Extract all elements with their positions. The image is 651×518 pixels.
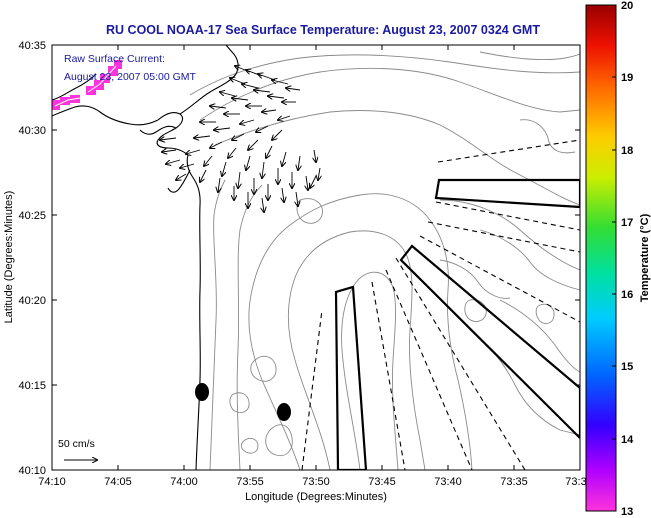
colorbar-tick-label: 15 [621,361,633,373]
map-plot-area [52,45,580,470]
current-annotation-line2: August 23, 2007 05:00 GMT [64,71,197,83]
colorbar-tick-label: 20 [621,0,633,12]
x-tick-labels: 74:10 74:05 74:00 73:55 73:50 73:45 73:4… [38,476,586,488]
y-tick-label: 40:25 [18,210,46,222]
colorbar-tick-label: 16 [621,289,633,301]
x-tick-label: 73:50 [302,476,330,488]
x-axis-ticks [117,45,515,470]
y-tick-label: 40:20 [18,295,46,307]
mooring-marker-east [277,403,291,421]
y-tick-label: 40:35 [18,40,46,52]
mooring-marker-west [195,383,209,401]
colorbar-tick-label: 18 [621,145,633,157]
colorbar-tick-label: 13 [621,506,633,518]
x-tick-label: 73:3 [565,476,586,488]
x-tick-label: 74:10 [38,476,66,488]
colorbar-tick-label: 14 [621,434,634,446]
x-tick-label: 74:05 [104,476,132,488]
surface-current-vectors [160,66,320,212]
figure-title: RU COOL NOAA-17 Sea Surface Temperature:… [106,23,540,37]
temperature-colorbar: 20 19 18 17 16 15 14 13 Temperature (°C) [585,0,651,518]
scale-arrow-label: 50 cm/s [58,438,95,450]
x-tick-label: 73:35 [500,476,528,488]
sampling-boxes [334,178,580,470]
y-tick-labels: 40:35 40:30 40:25 40:20 40:15 40:10 [18,40,46,477]
y-tick-label: 40:15 [18,380,46,392]
x-axis-label: Longitude (Degrees:Minutes) [245,491,387,503]
x-tick-label: 73:40 [434,476,462,488]
colorbar-tick-label: 19 [621,72,633,84]
x-tick-label: 73:55 [236,476,264,488]
colorbar-label: Temperature (°C) [639,213,651,302]
coastline [52,45,239,470]
y-tick-label: 40:10 [18,465,46,477]
x-tick-label: 73:45 [368,476,396,488]
current-annotation-line1: Raw Surface Current: [64,53,165,65]
y-tick-label: 40:30 [18,125,46,137]
colorbar-tick-label: 17 [621,217,633,229]
dashed-transects [301,139,580,470]
y-axis-label: Latitude (Degrees:Minutes) [3,191,15,324]
x-tick-label: 74:00 [170,476,198,488]
coastal-outline-cold [54,65,117,107]
colorbar-gradient [585,4,617,512]
y-axis-ticks [52,44,580,386]
